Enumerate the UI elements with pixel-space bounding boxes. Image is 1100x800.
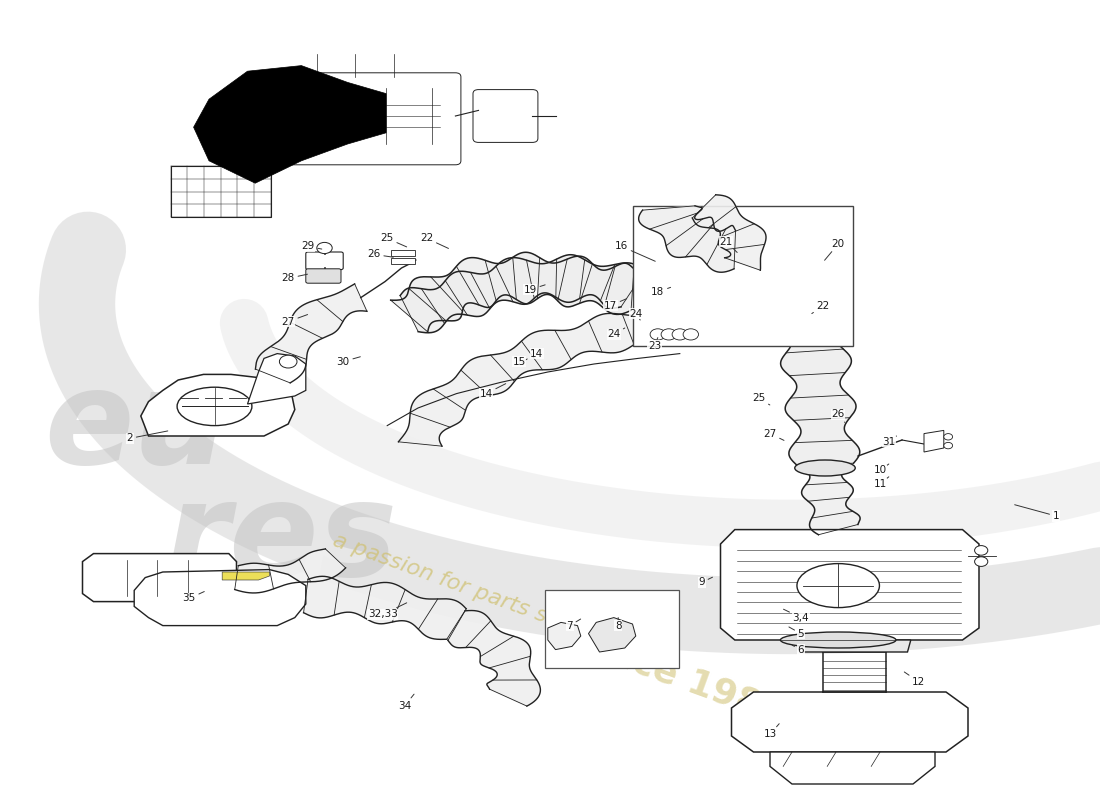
Text: 31: 31: [882, 436, 896, 446]
Polygon shape: [770, 752, 935, 784]
Bar: [170, 166, 271, 217]
Polygon shape: [639, 206, 736, 272]
FancyBboxPatch shape: [306, 252, 343, 270]
Circle shape: [650, 329, 666, 340]
Polygon shape: [304, 576, 466, 639]
Polygon shape: [398, 299, 698, 446]
Text: 25: 25: [752, 394, 770, 405]
Text: 24: 24: [629, 309, 642, 320]
Ellipse shape: [796, 563, 880, 608]
Text: 14: 14: [480, 384, 506, 398]
Text: 22: 22: [420, 234, 449, 249]
Text: 27: 27: [282, 314, 308, 326]
Polygon shape: [234, 549, 345, 593]
FancyBboxPatch shape: [473, 90, 538, 142]
Circle shape: [683, 329, 698, 340]
Polygon shape: [720, 530, 979, 640]
Circle shape: [317, 242, 332, 254]
Ellipse shape: [177, 387, 252, 426]
Bar: [390, 250, 415, 256]
Text: res: res: [165, 476, 398, 603]
Text: 17: 17: [604, 298, 627, 310]
Circle shape: [661, 329, 676, 340]
Polygon shape: [802, 467, 860, 534]
Text: 25: 25: [381, 234, 407, 247]
Text: 15: 15: [513, 357, 526, 366]
Circle shape: [672, 329, 688, 340]
Text: 26: 26: [832, 410, 845, 422]
Text: since 1985: since 1985: [572, 624, 789, 731]
Polygon shape: [248, 354, 306, 404]
Ellipse shape: [794, 460, 856, 476]
Text: 3,4: 3,4: [783, 610, 810, 622]
Polygon shape: [692, 194, 766, 270]
Circle shape: [279, 355, 297, 368]
Text: 2: 2: [126, 431, 168, 443]
Polygon shape: [134, 570, 306, 626]
Text: 26: 26: [367, 250, 393, 259]
Text: 14: 14: [525, 349, 543, 360]
Polygon shape: [222, 572, 270, 580]
Text: 32,33: 32,33: [367, 603, 407, 619]
Text: 1: 1: [1014, 505, 1059, 521]
Polygon shape: [82, 554, 237, 602]
FancyBboxPatch shape: [265, 73, 461, 165]
Text: 16: 16: [615, 242, 656, 262]
Text: 20: 20: [825, 239, 845, 260]
Circle shape: [975, 546, 988, 555]
Circle shape: [944, 442, 953, 449]
Ellipse shape: [781, 632, 895, 648]
Bar: [544, 590, 679, 668]
Text: 34: 34: [398, 694, 414, 710]
Bar: [632, 206, 853, 346]
Text: a passion for parts since 1985: a passion for parts since 1985: [330, 530, 653, 664]
Text: 23: 23: [648, 338, 661, 350]
Polygon shape: [390, 252, 634, 332]
Circle shape: [975, 557, 988, 566]
Text: 9: 9: [698, 578, 713, 587]
Text: 11: 11: [873, 477, 889, 489]
Circle shape: [944, 434, 953, 440]
Polygon shape: [548, 622, 581, 650]
Polygon shape: [924, 430, 944, 452]
Text: 12: 12: [904, 672, 925, 686]
Text: 10: 10: [873, 464, 889, 475]
Text: 22: 22: [812, 301, 829, 314]
Text: 28: 28: [282, 274, 308, 283]
Text: 7: 7: [566, 619, 581, 630]
FancyBboxPatch shape: [306, 269, 341, 283]
Polygon shape: [194, 66, 386, 183]
Text: eu: eu: [44, 364, 228, 491]
Text: 24: 24: [607, 328, 625, 339]
Text: 13: 13: [763, 724, 779, 739]
Text: 35: 35: [183, 591, 205, 603]
Polygon shape: [448, 610, 540, 706]
Text: 8: 8: [615, 618, 622, 630]
Text: 5: 5: [789, 627, 804, 638]
Polygon shape: [732, 692, 968, 752]
Polygon shape: [400, 254, 644, 333]
Text: 6: 6: [792, 645, 804, 654]
Polygon shape: [758, 251, 860, 465]
Text: 29: 29: [301, 242, 322, 251]
Polygon shape: [141, 374, 295, 436]
Text: 18: 18: [651, 287, 671, 297]
Bar: [390, 258, 415, 264]
Text: 21: 21: [719, 237, 737, 253]
Polygon shape: [801, 640, 911, 652]
Text: 19: 19: [524, 285, 546, 294]
Polygon shape: [588, 618, 636, 652]
Text: 30: 30: [337, 357, 361, 366]
Polygon shape: [255, 284, 367, 383]
Text: 27: 27: [763, 429, 784, 440]
